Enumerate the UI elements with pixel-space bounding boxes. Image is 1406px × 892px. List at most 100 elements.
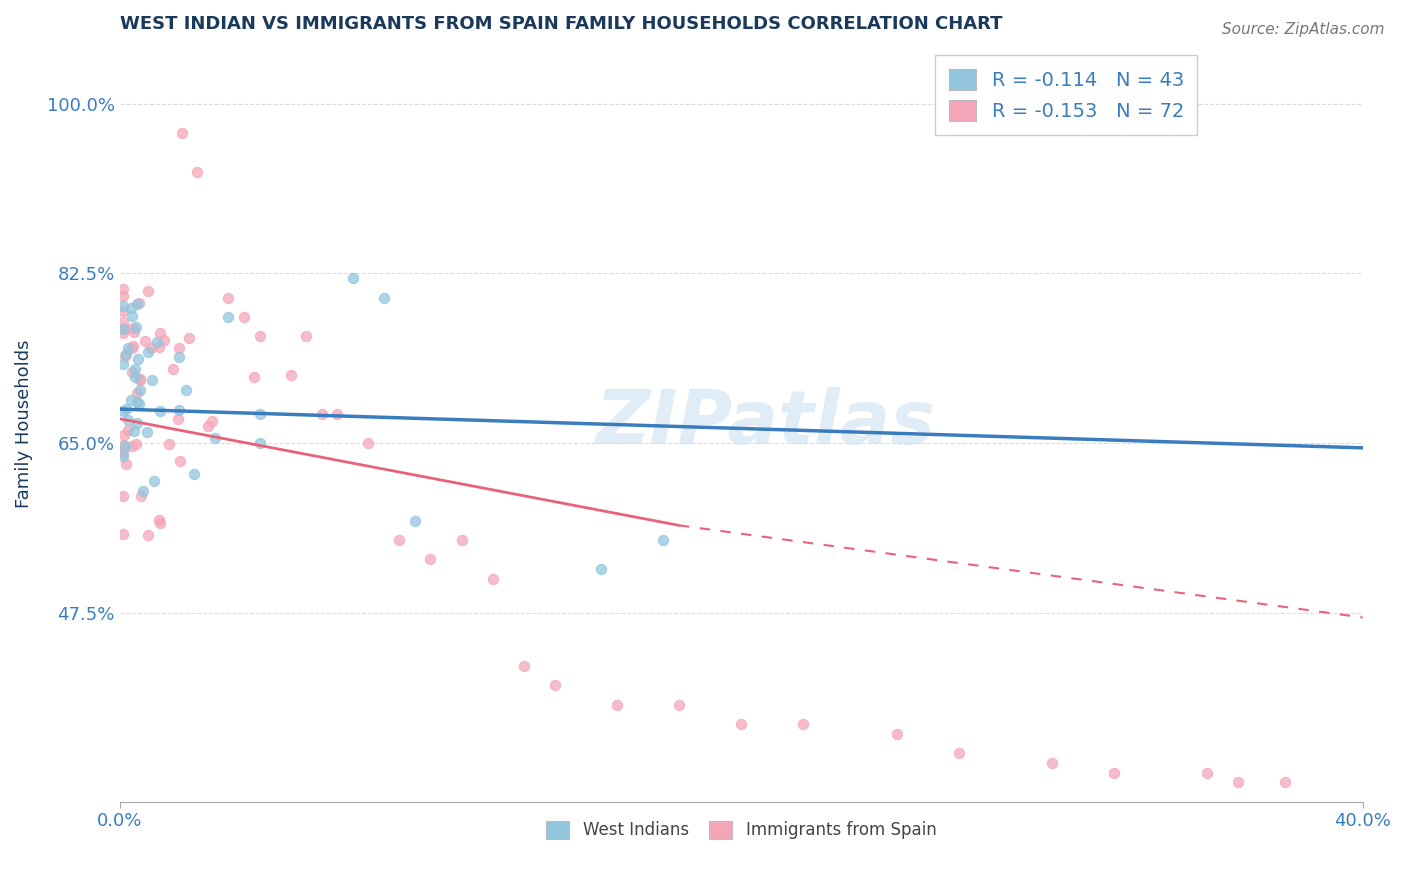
Point bbox=[129, 373, 152, 387]
Point bbox=[591, 562, 613, 576]
Point bbox=[512, 659, 534, 673]
Point bbox=[668, 698, 690, 712]
Point bbox=[136, 285, 159, 299]
Point bbox=[1102, 765, 1125, 780]
Point bbox=[792, 717, 814, 731]
Point bbox=[197, 418, 219, 433]
Point bbox=[149, 516, 172, 531]
Point bbox=[174, 383, 197, 397]
Point bbox=[139, 341, 162, 355]
Point bbox=[121, 365, 143, 379]
Point bbox=[136, 425, 159, 439]
Point bbox=[131, 484, 153, 499]
Point bbox=[148, 340, 170, 354]
Point bbox=[218, 291, 240, 305]
Point bbox=[481, 572, 503, 586]
Point bbox=[121, 339, 143, 353]
Point bbox=[249, 436, 271, 450]
Point bbox=[122, 325, 145, 339]
Point bbox=[179, 331, 201, 345]
Point bbox=[125, 437, 148, 451]
Point bbox=[143, 474, 166, 488]
Point bbox=[125, 416, 148, 430]
Point bbox=[129, 489, 152, 503]
Point bbox=[357, 436, 380, 450]
Point bbox=[115, 347, 138, 361]
Point bbox=[183, 467, 205, 481]
Point bbox=[295, 329, 318, 343]
Point bbox=[148, 513, 170, 527]
Point bbox=[1227, 775, 1250, 789]
Point bbox=[129, 372, 152, 386]
Point bbox=[1274, 775, 1296, 789]
Point bbox=[138, 528, 160, 542]
Point bbox=[243, 370, 266, 384]
Point bbox=[311, 407, 333, 421]
Point bbox=[326, 407, 349, 421]
Point bbox=[134, 334, 156, 348]
Point bbox=[120, 301, 142, 316]
Text: ZIPatlas: ZIPatlas bbox=[596, 387, 936, 460]
Point bbox=[544, 678, 567, 692]
Point bbox=[342, 271, 364, 285]
Point bbox=[170, 126, 193, 140]
Point bbox=[121, 309, 143, 323]
Legend: West Indians, Immigrants from Spain: West Indians, Immigrants from Spain bbox=[540, 814, 943, 847]
Point bbox=[169, 402, 191, 417]
Point bbox=[218, 310, 240, 324]
Point bbox=[128, 397, 150, 411]
Point bbox=[111, 315, 134, 329]
Point bbox=[121, 439, 143, 453]
Point bbox=[124, 361, 146, 376]
Text: Source: ZipAtlas.com: Source: ZipAtlas.com bbox=[1222, 22, 1385, 37]
Point bbox=[249, 407, 271, 421]
Point bbox=[136, 345, 159, 359]
Point bbox=[111, 450, 134, 464]
Point bbox=[162, 362, 184, 376]
Point bbox=[117, 423, 139, 437]
Point bbox=[111, 304, 134, 318]
Point bbox=[141, 374, 163, 388]
Point bbox=[125, 385, 148, 400]
Point bbox=[450, 533, 472, 547]
Point bbox=[128, 383, 150, 397]
Point bbox=[117, 341, 139, 355]
Point bbox=[186, 164, 208, 178]
Point bbox=[169, 454, 191, 468]
Point bbox=[149, 326, 172, 340]
Point bbox=[280, 368, 302, 383]
Point bbox=[167, 341, 190, 355]
Point bbox=[606, 698, 628, 712]
Point bbox=[201, 414, 224, 428]
Point bbox=[111, 438, 134, 452]
Point bbox=[125, 320, 148, 334]
Point bbox=[249, 329, 271, 343]
Point bbox=[948, 746, 970, 760]
Point bbox=[204, 431, 226, 445]
Point bbox=[233, 310, 256, 324]
Point bbox=[157, 436, 180, 450]
Point bbox=[112, 299, 135, 313]
Point bbox=[652, 533, 675, 547]
Point bbox=[419, 552, 441, 566]
Point bbox=[122, 320, 145, 334]
Point bbox=[112, 428, 135, 442]
Point bbox=[730, 717, 752, 731]
Point bbox=[111, 326, 134, 341]
Point bbox=[373, 291, 395, 305]
Point bbox=[112, 282, 135, 296]
Point bbox=[149, 404, 172, 418]
Point bbox=[167, 412, 190, 426]
Text: WEST INDIAN VS IMMIGRANTS FROM SPAIN FAMILY HOUSEHOLDS CORRELATION CHART: WEST INDIAN VS IMMIGRANTS FROM SPAIN FAM… bbox=[120, 15, 1002, 33]
Point bbox=[1197, 765, 1219, 780]
Point bbox=[111, 322, 134, 336]
Point bbox=[121, 341, 143, 355]
Point bbox=[404, 514, 426, 528]
Point bbox=[124, 369, 146, 384]
Point bbox=[125, 395, 148, 409]
Point bbox=[120, 392, 142, 407]
Point bbox=[153, 333, 176, 347]
Point bbox=[1040, 756, 1063, 770]
Point bbox=[388, 533, 411, 547]
Point bbox=[128, 296, 150, 310]
